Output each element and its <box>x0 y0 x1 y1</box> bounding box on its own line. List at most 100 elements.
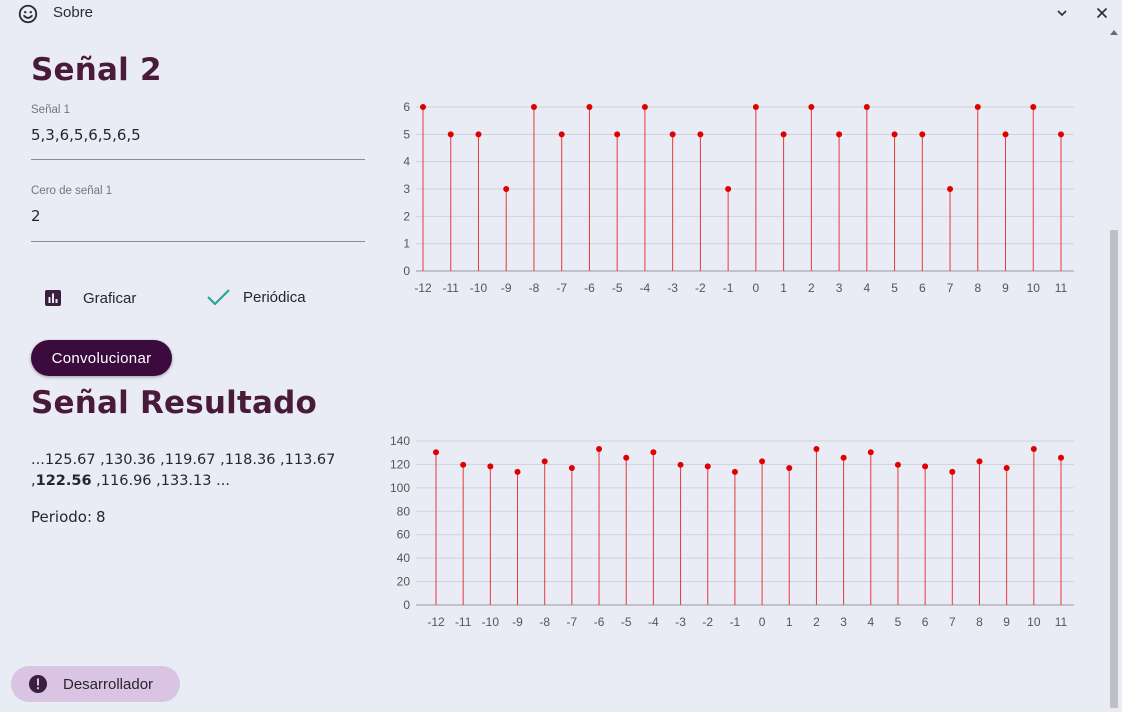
input-underline <box>31 159 365 160</box>
y-tick-label: 4 <box>403 155 410 169</box>
x-tick-label: 6 <box>922 615 929 629</box>
result-value-current: 122.56 <box>35 473 92 489</box>
vertical-scrollbar[interactable] <box>1106 26 1122 712</box>
data-point <box>1030 446 1037 453</box>
result-values-post: ,116.96 ,133.13 ... <box>91 473 230 489</box>
data-point <box>697 131 704 138</box>
data-point <box>614 131 621 138</box>
y-tick-label: 120 <box>390 457 410 471</box>
y-tick-label: 1 <box>403 237 410 251</box>
convolve-button[interactable]: Convolucionar <box>31 340 172 376</box>
x-tick-label: -11 <box>443 281 460 295</box>
data-point <box>1058 131 1064 138</box>
smiley-icon <box>18 4 38 24</box>
data-point <box>586 104 593 110</box>
data-point <box>922 463 929 470</box>
x-tick-label: 7 <box>947 281 954 295</box>
data-point <box>752 104 759 110</box>
x-tick-label: -2 <box>702 615 713 629</box>
y-tick-label: 140 <box>390 434 410 448</box>
x-tick-label: 3 <box>840 615 847 629</box>
y-tick-label: 80 <box>397 504 411 518</box>
data-point <box>808 104 815 110</box>
y-tick-label: 100 <box>390 481 410 495</box>
data-point <box>947 186 954 192</box>
data-point <box>650 449 657 456</box>
data-point <box>813 446 820 453</box>
x-tick-label: -4 <box>648 615 659 629</box>
chevron-down-icon[interactable] <box>1052 4 1072 22</box>
scrollbar-thumb[interactable] <box>1110 230 1118 708</box>
x-tick-label: 3 <box>836 281 843 295</box>
x-tick-label: -6 <box>594 615 605 629</box>
periodic-checkbox[interactable]: Periódica <box>205 286 306 308</box>
data-point <box>976 458 983 465</box>
period-label: Periodo: <box>31 508 93 526</box>
data-point <box>759 458 766 465</box>
x-tick-label: 11 <box>1055 615 1068 629</box>
x-tick-label: -4 <box>640 281 651 295</box>
y-tick-label: 20 <box>397 575 411 589</box>
y-tick-label: 3 <box>403 182 410 196</box>
period-text: Periodo: 8 <box>31 508 106 526</box>
x-tick-label: 6 <box>919 281 926 295</box>
y-tick-label: 0 <box>403 264 410 278</box>
x-tick-label: -10 <box>482 615 500 629</box>
x-tick-label: 0 <box>753 281 760 295</box>
y-tick-label: 5 <box>403 127 410 141</box>
signal-input-value[interactable]: 5,3,6,5,6,5,6,5 <box>31 126 141 144</box>
data-point <box>641 104 648 110</box>
zero-input-value[interactable]: 2 <box>31 207 41 225</box>
scroll-up-arrow-icon[interactable] <box>1109 26 1119 38</box>
data-point <box>867 449 874 456</box>
y-tick-label: 60 <box>397 528 411 542</box>
data-point <box>731 468 738 475</box>
check-icon <box>207 289 230 306</box>
x-tick-label: 7 <box>949 615 956 629</box>
data-point <box>503 186 510 192</box>
x-tick-label: -3 <box>675 615 686 629</box>
close-icon[interactable] <box>1092 4 1112 22</box>
bar-chart-icon <box>45 290 61 306</box>
x-tick-label: -8 <box>539 615 550 629</box>
data-point <box>780 131 787 138</box>
x-tick-label: 8 <box>974 281 981 295</box>
developer-button[interactable]: Desarrollador <box>11 666 180 702</box>
y-tick-label: 6 <box>403 100 410 114</box>
data-point <box>974 104 981 110</box>
data-point <box>949 468 956 475</box>
x-tick-label: 1 <box>786 615 793 629</box>
data-point <box>433 449 439 456</box>
signal-input-field[interactable]: Señal 1 5,3,6,5,6,5,6,5 <box>31 104 365 162</box>
data-point <box>487 463 494 470</box>
x-tick-label: 11 <box>1055 281 1068 295</box>
data-point <box>725 186 732 192</box>
x-tick-label: 1 <box>780 281 787 295</box>
x-tick-label: 0 <box>759 615 766 629</box>
x-tick-label: -12 <box>414 281 432 295</box>
exclamation-circle-icon <box>29 675 47 693</box>
periodic-label: Periódica <box>243 288 306 306</box>
x-tick-label: -10 <box>470 281 488 295</box>
data-point <box>1002 131 1009 138</box>
signal-input-label: Señal 1 <box>31 104 71 116</box>
x-tick-label: -1 <box>723 281 734 295</box>
x-tick-label: -12 <box>427 615 445 629</box>
x-tick-label: 10 <box>1027 281 1041 295</box>
data-point <box>514 468 521 475</box>
x-tick-label: 5 <box>895 615 902 629</box>
graph-button[interactable]: Graficar <box>44 286 136 310</box>
x-tick-label: -6 <box>584 281 595 295</box>
x-tick-label: 4 <box>863 281 870 295</box>
x-tick-label: -9 <box>512 615 523 629</box>
x-tick-label: -7 <box>556 281 567 295</box>
data-point <box>786 464 793 471</box>
x-tick-label: -2 <box>695 281 706 295</box>
data-point <box>420 104 426 110</box>
data-point <box>623 454 630 461</box>
zero-input-field[interactable]: Cero de señal 1 2 <box>31 185 365 243</box>
window-title: Sobre <box>53 4 94 21</box>
period-value: 8 <box>96 508 106 526</box>
